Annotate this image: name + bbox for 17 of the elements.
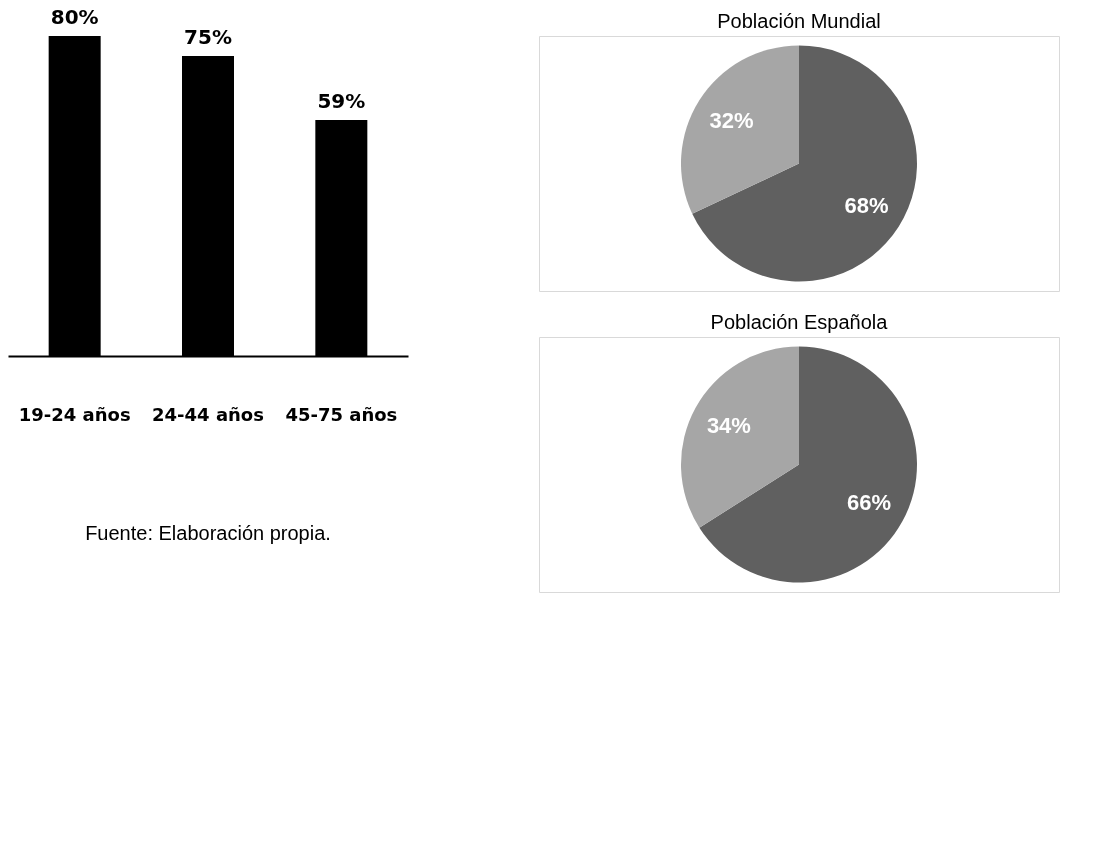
pie-slice <box>681 45 799 214</box>
x-tick-label: 45-75 años <box>285 403 398 425</box>
pie-slice <box>681 346 799 528</box>
chart-title: Población Mundial <box>717 10 881 32</box>
data-label: 34% <box>706 412 751 438</box>
pie-slice <box>692 45 917 282</box>
chart-title: Población Española <box>710 311 889 333</box>
data-label: 66% <box>847 490 892 516</box>
data-label: 80% <box>50 5 99 29</box>
data-label: 68% <box>844 193 889 219</box>
pie-slice <box>699 346 917 583</box>
data-label: 75% <box>184 25 232 49</box>
x-tick-label: 24-44 años <box>152 403 264 425</box>
source-note: Fuente: Elaboración propia. <box>85 522 331 544</box>
data-label: 32% <box>709 107 754 133</box>
x-tick-label: 19-24 años <box>18 403 131 425</box>
data-label: 59% <box>317 89 366 113</box>
